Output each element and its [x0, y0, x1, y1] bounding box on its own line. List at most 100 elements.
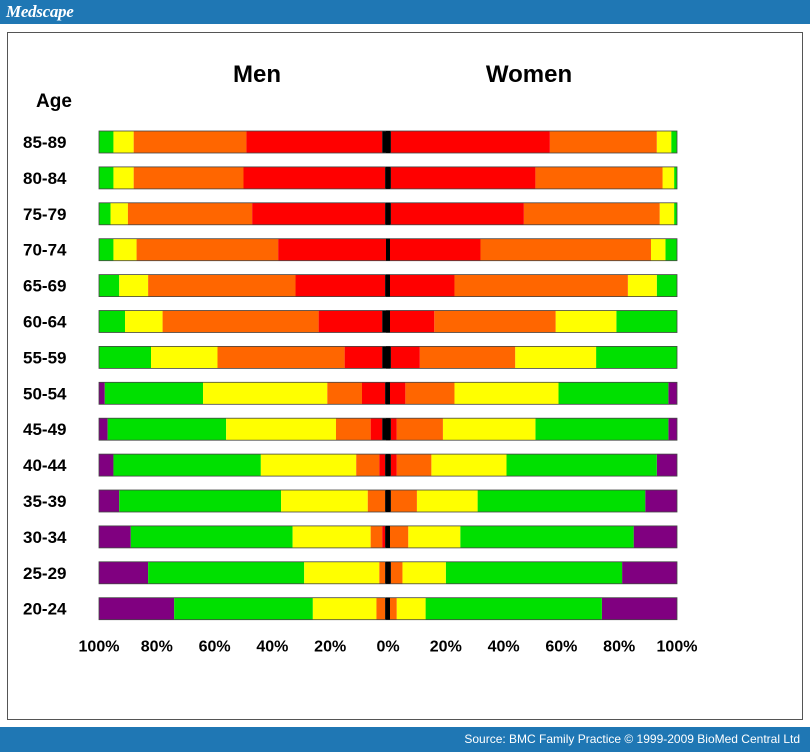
- women-bar-segment: [558, 382, 669, 405]
- men-bar-segment: [99, 166, 114, 189]
- men-bar-segment: [99, 131, 114, 153]
- women-bar-segment: [656, 274, 677, 297]
- men-bar-segment: [382, 131, 388, 153]
- women-bar-segment: [390, 561, 403, 584]
- men-bar-segment: [119, 490, 282, 512]
- women-bar-segment: [671, 131, 677, 153]
- women-bar-segment: [388, 597, 397, 620]
- women-bar-segment: [645, 490, 677, 512]
- men-bar-segment: [203, 382, 328, 405]
- women-bar-segment: [425, 597, 602, 620]
- men-bar-segment: [217, 346, 345, 369]
- men-bar-segment: [130, 525, 293, 548]
- x-tick-label: 60%: [545, 639, 577, 656]
- men-bar-segment: [99, 454, 114, 477]
- men-bar-segment: [304, 561, 380, 584]
- center-divider: [386, 382, 390, 405]
- center-divider: [386, 131, 390, 153]
- women-bar-segment: [601, 597, 677, 620]
- men-bar-segment: [281, 490, 368, 512]
- women-bar-segment: [668, 418, 677, 441]
- women-bar-segment: [460, 525, 634, 548]
- women-bar-segment: [405, 382, 455, 405]
- age-group-label: 50-54: [23, 384, 67, 403]
- women-bar-segment: [390, 490, 417, 512]
- y-axis-label: Age: [36, 91, 72, 112]
- men-bar-segment: [99, 238, 114, 261]
- men-bar-segment: [379, 454, 386, 477]
- men-bar-segment: [99, 310, 126, 333]
- top-banner: Medscape: [0, 0, 810, 24]
- chart-frame: Men Women Age 85-89 80-84 75-79 70-74 65-69 6…: [7, 32, 803, 720]
- men-bar-segment: [382, 346, 388, 369]
- center-divider: [386, 310, 390, 333]
- men-bar-segment: [113, 238, 137, 261]
- women-bar-segment: [442, 418, 536, 441]
- women-bar-segment: [656, 454, 677, 477]
- center-divider: [386, 490, 390, 512]
- x-tick-label: 60%: [199, 639, 231, 656]
- center-divider: [386, 238, 390, 261]
- women-bar-segment: [668, 382, 677, 405]
- women-bar-segment: [622, 561, 677, 584]
- x-tick-label: 20%: [314, 639, 346, 656]
- women-bar-segment: [416, 490, 478, 512]
- men-bar-segment: [292, 525, 371, 548]
- women-bar-segment: [659, 202, 675, 225]
- men-bar-segment: [356, 454, 380, 477]
- women-bar-segment: [388, 238, 481, 261]
- women-bar-segment: [480, 238, 651, 261]
- men-bar-segment: [99, 597, 175, 620]
- women-bar-segment: [674, 166, 677, 189]
- age-group-label: 25-29: [23, 564, 66, 583]
- women-bar-segment: [549, 131, 657, 153]
- source-credit: Source: BMC Family Practice © 1999-2009 …: [464, 732, 800, 746]
- age-group-label: 30-34: [23, 528, 67, 547]
- age-group-label: 55-59: [23, 348, 66, 367]
- panel-title-men: Men: [233, 61, 281, 88]
- men-bar-segment: [382, 310, 388, 333]
- men-bar-segment: [243, 166, 386, 189]
- women-bar-segment: [674, 202, 677, 225]
- women-bar-segment: [431, 454, 507, 477]
- women-bar-segment: [477, 490, 646, 512]
- center-divider: [386, 418, 390, 441]
- men-bar-segment: [99, 202, 111, 225]
- men-bar-segment: [113, 166, 134, 189]
- men-bar-segment: [119, 274, 149, 297]
- age-group-label: 40-44: [23, 456, 67, 475]
- x-tick-label: 100%: [657, 639, 698, 656]
- men-bar-segment: [148, 561, 305, 584]
- women-bar-segment: [535, 166, 663, 189]
- x-tick-label: 80%: [603, 639, 635, 656]
- men-bar-segment: [260, 454, 357, 477]
- men-bar-segment: [318, 310, 383, 333]
- men-bar-segment: [379, 561, 386, 584]
- bottom-banner: Source: BMC Family Practice © 1999-2009 …: [0, 727, 810, 752]
- age-group-label: 45-49: [23, 420, 66, 439]
- men-bar-segment: [344, 346, 383, 369]
- age-group-label: 35-39: [23, 492, 66, 511]
- age-group-label: 20-24: [23, 600, 67, 619]
- women-bar-segment: [388, 382, 406, 405]
- age-group-label: 75-79: [23, 205, 66, 224]
- women-bar-segment: [388, 525, 409, 548]
- x-tick-label: 40%: [488, 639, 520, 656]
- men-bar-segment: [370, 525, 383, 548]
- women-bar-segment: [665, 238, 677, 261]
- center-divider: [386, 274, 390, 297]
- men-bar-segment: [99, 274, 120, 297]
- age-group-label: 65-69: [23, 277, 66, 296]
- men-bar-segment: [99, 382, 105, 405]
- age-group-label: 60-64: [23, 313, 67, 332]
- women-bar-segment: [390, 166, 536, 189]
- men-bar-segment: [107, 418, 227, 441]
- men-bar-segment: [151, 346, 218, 369]
- men-bar-segment: [361, 382, 386, 405]
- men-bar-segment: [125, 310, 163, 333]
- men-bar-segment: [382, 418, 388, 441]
- women-bar-segment: [506, 454, 657, 477]
- center-divider: [386, 597, 390, 620]
- women-bar-segment: [454, 274, 628, 297]
- women-bar-segment: [434, 310, 556, 333]
